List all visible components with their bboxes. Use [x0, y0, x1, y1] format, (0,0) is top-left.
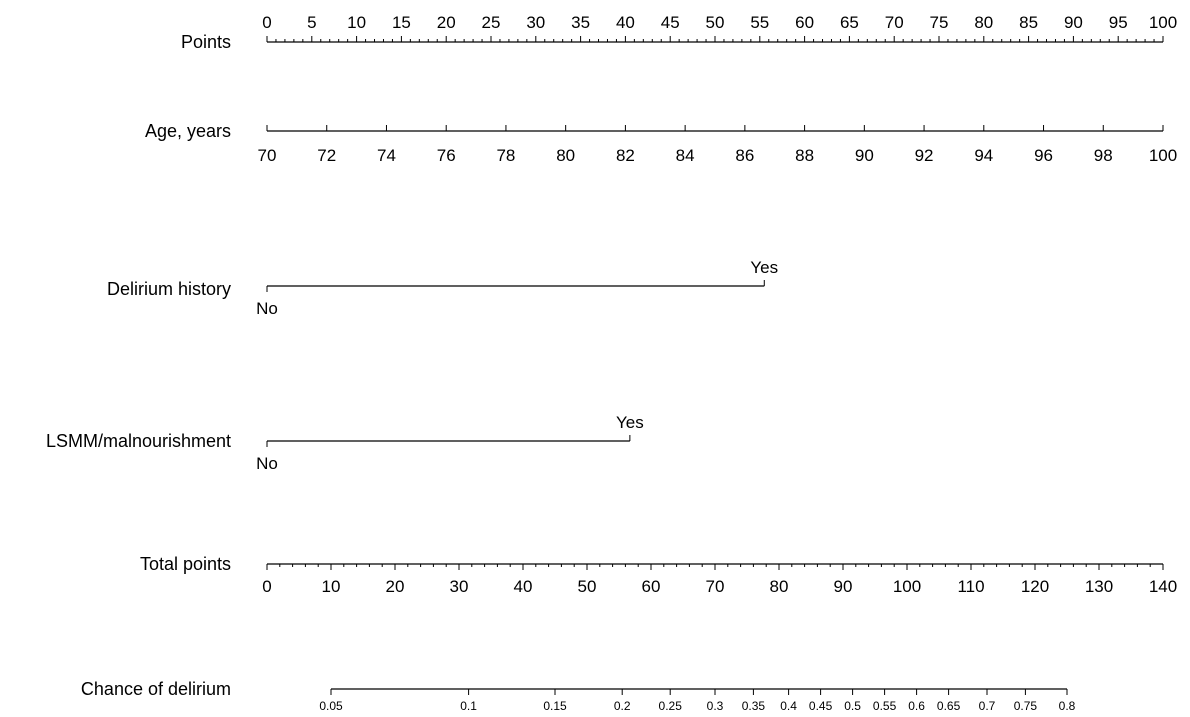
tick-label: 30 — [450, 577, 469, 596]
row-label-points: Points — [181, 32, 231, 52]
row-age: Age, years 70 72 74 76 78 80 82 84 86 88 90 92 94 96 98… — [145, 121, 1177, 165]
tick-label: 0.45 — [809, 699, 833, 713]
tick-label: 74 — [377, 146, 396, 165]
tick-label: 86 — [735, 146, 754, 165]
tick-label: 92 — [915, 146, 934, 165]
row-total_points: Total points 0 10 20 30 40 50 60 70 80 90 100 110 120… — [140, 554, 1177, 596]
tick-label: 70 — [885, 13, 904, 32]
tick-label: 85 — [1019, 13, 1038, 32]
level-label-no: No — [256, 299, 278, 318]
tick-label: 0.75 — [1014, 699, 1038, 713]
tick-label: 80 — [556, 146, 575, 165]
tick-label: 20 — [386, 577, 405, 596]
tick-label: 70 — [258, 146, 277, 165]
tick-label: 0.55 — [873, 699, 897, 713]
tick-label: 140 — [1149, 577, 1177, 596]
tick-label: 110 — [957, 577, 984, 596]
tick-label: 130 — [1085, 577, 1113, 596]
tick-label: 60 — [642, 577, 661, 596]
tick-label: 0.4 — [780, 699, 797, 713]
tick-label: 10 — [347, 13, 366, 32]
tick-label: 0.5 — [844, 699, 861, 713]
row-label-total_points: Total points — [140, 554, 231, 574]
tick-label: 55 — [750, 13, 769, 32]
level-label-yes: Yes — [750, 258, 778, 277]
tick-label: 60 — [795, 13, 814, 32]
row-label-age: Age, years — [145, 121, 231, 141]
tick-label: 0.35 — [742, 699, 766, 713]
tick-label: 0.3 — [707, 699, 724, 713]
tick-label: 5 — [307, 13, 316, 32]
tick-label: 0.8 — [1059, 699, 1076, 713]
tick-label: 90 — [855, 146, 874, 165]
row-chance: Chance of delirium 0.05 0.1 0.15 0.2 0.25 0.3 0… — [81, 679, 1076, 713]
tick-label: 100 — [893, 577, 921, 596]
tick-label: 94 — [974, 146, 993, 165]
tick-label: 0.65 — [937, 699, 961, 713]
tick-label: 72 — [317, 146, 336, 165]
tick-label: 95 — [1109, 13, 1128, 32]
tick-label: 30 — [526, 13, 545, 32]
row-lsmm: LSMM/malnourishment No Yes — [46, 413, 644, 473]
row-label-lsmm: LSMM/malnourishment — [46, 431, 231, 451]
tick-label: 40 — [514, 577, 533, 596]
row-label-chance: Chance of delirium — [81, 679, 231, 699]
tick-label: 0.05 — [319, 699, 343, 713]
tick-label: 0 — [262, 577, 271, 596]
tick-label: 98 — [1094, 146, 1113, 165]
tick-label: 10 — [322, 577, 341, 596]
tick-label: 90 — [1064, 13, 1083, 32]
tick-label: 40 — [616, 13, 635, 32]
tick-label: 100 — [1149, 13, 1177, 32]
tick-label: 25 — [482, 13, 501, 32]
tick-label: 75 — [930, 13, 949, 32]
tick-label: 120 — [1021, 577, 1049, 596]
nomogram-rows: Points 0 5 10 15 20 25 30 35 40 45 50 55 60 65 70 75 80 85… — [46, 13, 1177, 713]
tick-label: 0 — [262, 13, 271, 32]
tick-label: 0.2 — [614, 699, 631, 713]
tick-label: 0.6 — [908, 699, 925, 713]
tick-label: 96 — [1034, 146, 1053, 165]
tick-label: 70 — [706, 577, 725, 596]
tick-label: 20 — [437, 13, 456, 32]
level-label-yes: Yes — [616, 413, 644, 432]
row-delirium_history: Delirium history No Yes — [107, 258, 778, 318]
tick-label: 0.1 — [460, 699, 477, 713]
level-label-no: No — [256, 454, 278, 473]
tick-label: 0.7 — [979, 699, 996, 713]
tick-label: 80 — [974, 13, 993, 32]
tick-label: 78 — [496, 146, 515, 165]
tick-label: 35 — [571, 13, 590, 32]
tick-label: 88 — [795, 146, 814, 165]
tick-label: 0.15 — [543, 699, 567, 713]
tick-label: 100 — [1149, 146, 1177, 165]
tick-label: 50 — [578, 577, 597, 596]
tick-label: 45 — [661, 13, 680, 32]
row-points: Points 0 5 10 15 20 25 30 35 40 45 50 55 60 65 70 75 80 85… — [181, 13, 1177, 52]
tick-label: 84 — [676, 146, 695, 165]
tick-label: 90 — [834, 577, 853, 596]
tick-label: 82 — [616, 146, 635, 165]
tick-label: 80 — [770, 577, 789, 596]
row-label-delirium_history: Delirium history — [107, 279, 231, 299]
tick-label: 0.25 — [659, 699, 683, 713]
tick-label: 50 — [706, 13, 725, 32]
tick-label: 65 — [840, 13, 859, 32]
tick-label: 76 — [437, 146, 456, 165]
tick-label: 15 — [392, 13, 411, 32]
